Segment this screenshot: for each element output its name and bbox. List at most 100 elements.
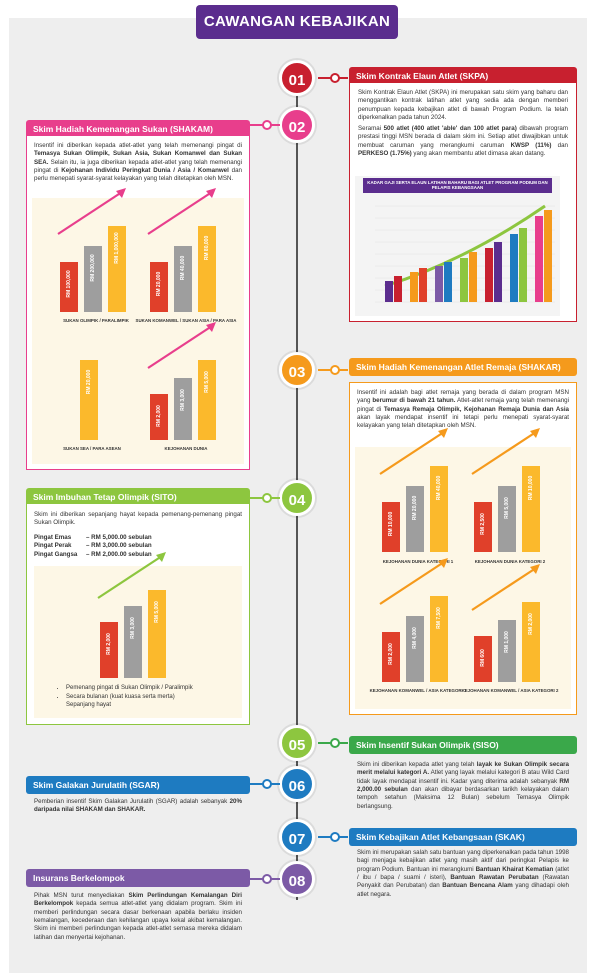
sito-growth-arrow bbox=[97, 552, 166, 599]
skak-paragraph: Skim ini merupakan salah satu bantuan ya… bbox=[357, 849, 569, 898]
shakam-chart-label: KEJOHANAN DUNIA bbox=[164, 446, 208, 451]
sito-bullet-1: Pemenang pingat di Sukan Olimpik / Paral… bbox=[66, 684, 236, 693]
step-01-circle: 01 bbox=[279, 60, 315, 96]
skpa-bar-chart bbox=[375, 204, 555, 303]
shakar-chart-label: KEJOHANAN KOMANWEL / ASIA KATEGORI 1 bbox=[369, 688, 467, 693]
step-03-dot bbox=[330, 365, 340, 375]
shakam-growth-arrow bbox=[147, 188, 216, 235]
shakar-chart-label: KEJOHANAN DUNIA KATEGORI 1 bbox=[382, 559, 454, 564]
shakam-growth-arrow bbox=[57, 188, 126, 235]
shakar-bar: RM 40,000 bbox=[430, 466, 448, 552]
step-05-dot bbox=[330, 738, 340, 748]
sito-bullets: Pemenang pingat di Sukan Olimpik / Paral… bbox=[56, 684, 236, 710]
shakar-bar: RM 2,000 bbox=[522, 602, 540, 682]
step-01-dot bbox=[330, 73, 340, 83]
shakar-chart-label: KEJOHANAN DUNIA KATEGORI 2 bbox=[474, 559, 546, 564]
sito-bar-value: RM 2,000 bbox=[106, 633, 112, 655]
shakar-bar-value: RM 1,000 bbox=[504, 631, 510, 653]
shakam-bar-value: RM 100,000 bbox=[66, 270, 72, 298]
section-siso-title: Skim Insentif Sukan Olimpik (SISO) bbox=[349, 736, 577, 755]
step-03-circle: 03 bbox=[279, 352, 315, 388]
shakam-bar: RM 20,000 bbox=[80, 360, 98, 440]
shakam-bar: RM 5,000 bbox=[198, 360, 216, 440]
skpa-chart: KADAR GAJI SERTA ELAUN LATIHAN BAHARU BA… bbox=[355, 176, 560, 316]
shakam-chart-label: SUKAN KOMANWEL / SUKAN ASIA / PARA ASIA bbox=[135, 318, 237, 323]
shakar-bar: RM 7,500 bbox=[430, 596, 448, 682]
sito-bar: RM 5,000 bbox=[148, 590, 166, 678]
shakar-growth-arrow bbox=[471, 428, 540, 475]
shakam-bar: RM 200,000 bbox=[84, 246, 102, 312]
step-08-dot bbox=[262, 874, 272, 884]
shakar-bar-value: RM 2,500 bbox=[480, 513, 486, 535]
shakam-bar: RM 40,000 bbox=[174, 246, 192, 312]
skpa-paragraph-1: Skim Kontrak Elaun Atlet (SKPA) ini meru… bbox=[358, 89, 568, 122]
shakar-growth-arrow bbox=[379, 558, 448, 605]
shakar-bar: RM 2,000 bbox=[382, 632, 400, 682]
step-04-circle: 04 bbox=[279, 480, 315, 516]
shakam-growth-arrow bbox=[147, 322, 216, 369]
section-shakam-title: Skim Hadiah Kemenangan Sukan (SHAKAM) bbox=[26, 120, 250, 139]
shakar-bar-value: RM 2,000 bbox=[388, 643, 394, 665]
step-05-circle: 05 bbox=[279, 725, 315, 761]
shakar-bar: RM 4,000 bbox=[406, 616, 424, 682]
step-07-circle: 07 bbox=[279, 819, 315, 855]
shakar-growth-arrow bbox=[379, 428, 448, 475]
skpa-chart-title: KADAR GAJI SERTA ELAUN LATIHAN BAHARU BA… bbox=[363, 178, 552, 193]
shakam-bar-value: RM 3,000 bbox=[180, 389, 186, 411]
sito-medal-gangsa: Pingat Gangsa – RM 2,000.00 sebulan bbox=[34, 550, 152, 558]
shakar-bar-value: RM 4,000 bbox=[412, 627, 418, 649]
shakar-bar-value: RM 20,000 bbox=[412, 495, 418, 521]
step-06-dot bbox=[262, 779, 272, 789]
shakar-bar: RM 5,000 bbox=[498, 486, 516, 552]
shakam-bar-value: RM 2,000 bbox=[156, 405, 162, 427]
sito-bar: RM 2,000 bbox=[100, 622, 118, 678]
sgar-paragraph: Pemberian insentif Skim Galakan Jurulati… bbox=[34, 798, 242, 814]
shakam-bar-value: RM 20,000 bbox=[86, 369, 92, 395]
page-title: CAWANGAN KEBAJIKAN bbox=[196, 5, 398, 39]
shakar-bar: RM 2,500 bbox=[474, 502, 492, 552]
sito-medal-list: Pingat Emas – RM 5,000.00 sebulan Pingat … bbox=[34, 534, 242, 559]
shakar-bar: RM 20,000 bbox=[406, 486, 424, 552]
shakam-bar: RM 2,000 bbox=[150, 394, 168, 440]
step-04-dot bbox=[262, 493, 272, 503]
skpa-trend-arrow bbox=[384, 204, 546, 288]
section-insurans-title: Insurans Berkelompok bbox=[26, 869, 250, 888]
step-08-circle: 08 bbox=[279, 861, 315, 897]
shakam-bar-value: RM 200,000 bbox=[90, 254, 96, 282]
section-sito-title: Skim Imbuhan Tetap Olimpik (SITO) bbox=[26, 488, 250, 507]
shakar-bar: RM 10,000 bbox=[382, 502, 400, 552]
shakam-paragraph: Insentif ini diberikan kepada atlet-atle… bbox=[34, 142, 242, 183]
step-02-circle: 02 bbox=[279, 107, 315, 143]
section-shakar-title: Skim Hadiah Kemenangan Atlet Remaja (SHA… bbox=[349, 358, 577, 377]
step-06-circle: 06 bbox=[279, 766, 315, 802]
sito-bar: RM 3,000 bbox=[124, 606, 142, 678]
shakam-bar: RM 100,000 bbox=[60, 262, 78, 312]
step-07-dot bbox=[330, 832, 340, 842]
shakar-bar: RM 600 bbox=[474, 636, 492, 682]
section-skpa-title: Skim Kontrak Elaun Atlet (SKPA) bbox=[349, 67, 577, 86]
sito-bullet-3: Sepanjang hayat bbox=[66, 702, 112, 709]
skpa-paragraph-2: Seramai 500 atlet (400 atlet 'able' dan … bbox=[358, 125, 568, 158]
shakam-bar: RM 20,000 bbox=[150, 262, 168, 312]
sito-paragraph: Skim ini diberikan sepanjang hayat kepad… bbox=[34, 511, 242, 527]
shakar-chart-label: KEJOHANAN KOMANWEL / ASIA KATEGORI 2 bbox=[461, 688, 559, 693]
shakam-chart-label: SUKAN OLIMPIK / PARALIMPIK bbox=[63, 318, 129, 323]
section-skak-title: Skim Kebajikan Atlet Kebangsaan (SKAK) bbox=[349, 828, 577, 847]
shakar-bar: RM 10,000 bbox=[522, 466, 540, 552]
siso-paragraph: Skim ini diberikan kepada atlet yang tel… bbox=[357, 761, 569, 810]
shakam-bar-value: RM 20,000 bbox=[156, 271, 162, 297]
step-02-dot bbox=[262, 120, 272, 130]
shakam-bar: RM 3,000 bbox=[174, 378, 192, 440]
shakam-bar: RM 80,000 bbox=[198, 226, 216, 312]
shakar-bar-value: RM 10,000 bbox=[388, 511, 394, 537]
shakam-bar: RM 1,000,000 bbox=[108, 226, 126, 312]
sito-bar-value: RM 3,000 bbox=[130, 617, 136, 639]
sito-bullet-2: Secara bulanan (kuat kuasa serta merta) bbox=[66, 693, 236, 702]
shakar-bar-value: RM 5,000 bbox=[504, 497, 510, 519]
shakam-chart-label: SUKAN SEA / PARA ASEAN bbox=[63, 446, 121, 451]
shakar-paragraph: Insentif ini adalah bagi atlet remaja ya… bbox=[357, 389, 569, 430]
sito-medal-emas: Pingat Emas – RM 5,000.00 sebulan bbox=[34, 534, 152, 541]
insurans-paragraph: Pihak MSN turut menyediakan Skim Perlind… bbox=[34, 892, 242, 941]
shakam-bar-value: RM 40,000 bbox=[180, 255, 186, 281]
